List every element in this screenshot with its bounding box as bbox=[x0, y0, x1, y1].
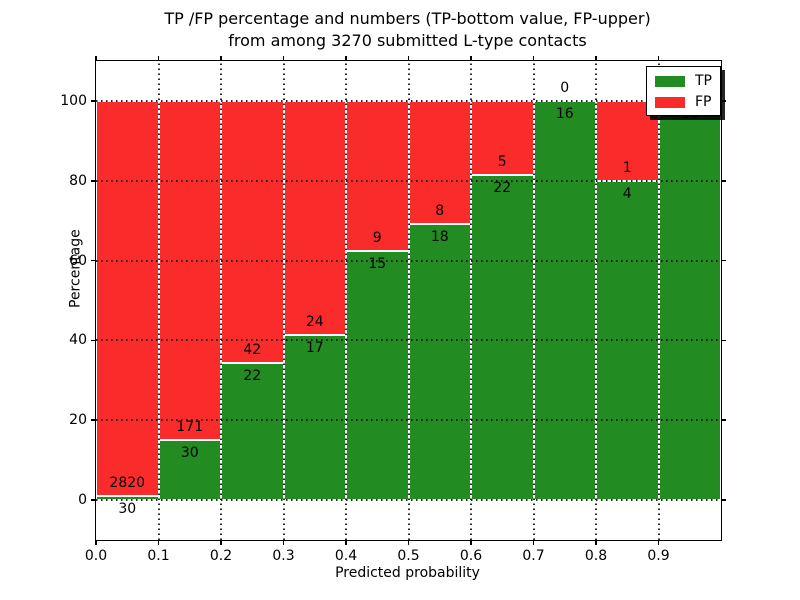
x-tick-mark bbox=[95, 56, 97, 61]
x-tick-label: 0.6 bbox=[459, 548, 483, 564]
x-tick-label: 0.8 bbox=[584, 548, 608, 564]
y-tick-label: 40 bbox=[69, 332, 87, 349]
x-tick-label: 0.0 bbox=[84, 548, 108, 564]
x-axis-label: Predicted probability bbox=[335, 565, 480, 581]
x-tick-label: 0.4 bbox=[334, 548, 358, 564]
legend-label: TP bbox=[695, 73, 712, 89]
legend-item: FP bbox=[655, 94, 712, 110]
bar-label-tp: 4 bbox=[622, 185, 632, 202]
chart-title-line1: TP /FP percentage and numbers (TP-bottom… bbox=[164, 9, 651, 28]
x-tick-label: 0.7 bbox=[522, 548, 545, 564]
x-tick-label: 0.5 bbox=[397, 548, 420, 564]
x-tick-mark bbox=[470, 540, 472, 545]
y-tick-label: 80 bbox=[69, 172, 87, 189]
bar-label-fp: 171 bbox=[176, 419, 204, 436]
y-tick-label: 20 bbox=[69, 412, 87, 429]
bar-label-fp: 42 bbox=[243, 341, 262, 358]
bar-label-fp: 0 bbox=[560, 80, 570, 96]
bar-label-fp: 24 bbox=[305, 313, 324, 330]
x-tick-label: 0.2 bbox=[209, 548, 233, 564]
y-tick-label: 60 bbox=[69, 252, 87, 269]
x-tick-label: 0.3 bbox=[272, 548, 295, 564]
bar-label-fp: 2820 bbox=[109, 474, 146, 491]
gridline-vertical bbox=[282, 61, 285, 540]
bar-label-tp: 15 bbox=[368, 255, 387, 272]
y-tick-mark bbox=[721, 339, 726, 342]
x-tick-mark bbox=[657, 56, 660, 61]
x-tick-mark bbox=[470, 56, 472, 61]
bar-segment-tp bbox=[533, 101, 596, 500]
x-tick-mark bbox=[282, 540, 285, 545]
gridline-vertical bbox=[595, 61, 597, 540]
y-tick-mark bbox=[91, 100, 96, 102]
legend-swatch-fp bbox=[655, 96, 685, 108]
x-tick-mark bbox=[657, 540, 660, 545]
y-tick-mark bbox=[721, 180, 726, 182]
bar-label-fp: 9 bbox=[372, 229, 382, 246]
x-tick-mark bbox=[595, 540, 597, 545]
bar-label-tp: 30 bbox=[118, 500, 137, 517]
bar-label-tp: 30 bbox=[180, 445, 199, 462]
y-tick-mark bbox=[91, 180, 96, 182]
x-tick-mark bbox=[282, 56, 285, 61]
bar-label-tp: 17 bbox=[305, 339, 324, 356]
x-tick-mark bbox=[595, 56, 597, 61]
plot-area: 0.0 0.1 0.2 0.3 0.4 0.5 0.6 0.7 0.8 0.9 0 20 40 60 80 1… bbox=[60, 56, 726, 564]
x-tick-label: 0.9 bbox=[647, 548, 670, 564]
bar-label-fp: 8 bbox=[435, 202, 445, 219]
bar-segment-fp bbox=[283, 101, 346, 335]
gridline-vertical bbox=[345, 61, 347, 540]
chart-title-line2: from among 3270 submitted L-type contact… bbox=[228, 31, 587, 50]
bar-label-fp: 5 bbox=[497, 153, 507, 170]
x-tick-mark bbox=[220, 540, 222, 545]
y-tick-label: 0 bbox=[78, 492, 87, 508]
gridline-vertical bbox=[657, 61, 660, 540]
legend: TP FP bbox=[646, 66, 721, 116]
gridline-vertical bbox=[407, 61, 410, 540]
x-tick-mark bbox=[157, 540, 160, 545]
legend-swatch-tp bbox=[655, 75, 685, 87]
y-tick-mark bbox=[721, 419, 726, 421]
bar-segment-tp bbox=[283, 334, 346, 500]
bar-segment-tp bbox=[658, 101, 721, 500]
bar-segment-tp bbox=[471, 174, 534, 500]
y-tick-mark bbox=[91, 339, 96, 342]
gridline-vertical bbox=[532, 61, 535, 540]
x-tick-mark bbox=[345, 56, 347, 61]
y-tick-mark bbox=[91, 259, 96, 262]
x-tick-mark bbox=[532, 56, 535, 61]
bar-segment-fp bbox=[158, 101, 221, 441]
x-tick-mark bbox=[157, 56, 160, 61]
gridline-vertical bbox=[220, 61, 222, 540]
bar-label-tp: 22 bbox=[493, 179, 512, 196]
y-tick-mark bbox=[721, 100, 726, 102]
y-axis-label: Percentage bbox=[67, 229, 84, 308]
legend-label: FP bbox=[695, 94, 712, 110]
bar-label-fp: 1 bbox=[622, 159, 632, 176]
x-tick-mark bbox=[95, 540, 97, 545]
x-tick-mark bbox=[407, 56, 410, 61]
x-tick-mark bbox=[345, 540, 347, 545]
gridline-vertical bbox=[157, 61, 160, 540]
x-tick-label: 0.1 bbox=[147, 548, 170, 564]
bar-label-tp: 18 bbox=[430, 228, 449, 245]
y-tick-mark bbox=[91, 419, 96, 421]
y-tick-mark bbox=[721, 259, 726, 262]
bar-segment-tp bbox=[408, 223, 471, 500]
bar-segment-fp bbox=[96, 101, 159, 496]
x-tick-mark bbox=[220, 56, 222, 61]
y-tick-label: 100 bbox=[60, 93, 87, 109]
gridline-vertical bbox=[470, 61, 472, 540]
bar-label-tp: 16 bbox=[555, 106, 574, 122]
bar-segment-tp bbox=[346, 250, 409, 500]
x-tick-mark bbox=[407, 540, 410, 545]
bar-label-tp: 22 bbox=[243, 367, 262, 384]
y-tick-mark bbox=[91, 499, 96, 501]
x-tick-mark bbox=[532, 540, 535, 545]
legend-item: TP bbox=[655, 73, 712, 89]
bar-segment-fp bbox=[221, 101, 284, 363]
y-tick-mark bbox=[721, 499, 726, 501]
